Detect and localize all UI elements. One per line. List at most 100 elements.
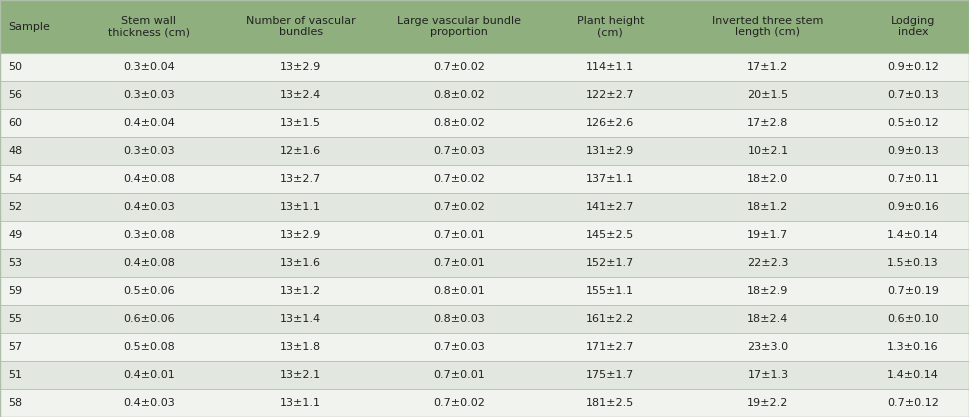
Text: 18±2.4: 18±2.4 (747, 314, 789, 324)
Text: 145±2.5: 145±2.5 (586, 230, 635, 240)
Text: Large vascular bundle
proportion: Large vascular bundle proportion (397, 16, 521, 37)
Text: 0.4±0.08: 0.4±0.08 (123, 258, 174, 268)
Text: 181±2.5: 181±2.5 (586, 398, 635, 408)
Text: 1.3±0.16: 1.3±0.16 (887, 342, 939, 352)
Text: 0.7±0.03: 0.7±0.03 (433, 146, 484, 156)
Text: 0.7±0.02: 0.7±0.02 (433, 398, 484, 408)
Text: 13±2.4: 13±2.4 (280, 90, 322, 100)
Text: 13±1.5: 13±1.5 (280, 118, 321, 128)
Text: 13±1.2: 13±1.2 (280, 286, 321, 296)
Text: 0.7±0.13: 0.7±0.13 (887, 90, 939, 100)
Text: 13±1.1: 13±1.1 (280, 398, 321, 408)
Bar (0, 0, 969, 53)
Text: 13±1.4: 13±1.4 (280, 314, 321, 324)
Text: 161±2.2: 161±2.2 (586, 314, 635, 324)
Bar (0, 249, 969, 277)
Text: 19±1.7: 19±1.7 (747, 230, 789, 240)
Bar (0, 305, 969, 333)
Text: Lodging
index: Lodging index (891, 16, 935, 37)
Text: Stem wall
thickness (cm): Stem wall thickness (cm) (108, 16, 190, 37)
Text: 13±2.1: 13±2.1 (280, 370, 321, 380)
Text: 152±1.7: 152±1.7 (586, 258, 635, 268)
Text: 0.7±0.03: 0.7±0.03 (433, 342, 484, 352)
Bar (0, 277, 969, 305)
Text: 0.7±0.01: 0.7±0.01 (433, 258, 484, 268)
Text: 0.8±0.02: 0.8±0.02 (433, 90, 484, 100)
Text: 0.7±0.01: 0.7±0.01 (433, 370, 484, 380)
Bar (0, 221, 969, 249)
Text: 52: 52 (8, 202, 22, 212)
Text: 0.4±0.01: 0.4±0.01 (123, 370, 174, 380)
Text: 155±1.1: 155±1.1 (586, 286, 635, 296)
Text: 19±2.2: 19±2.2 (747, 398, 789, 408)
Text: 114±1.1: 114±1.1 (586, 62, 635, 72)
Text: 13±2.9: 13±2.9 (280, 62, 322, 72)
Text: Number of vascular
bundles: Number of vascular bundles (246, 16, 356, 37)
Text: 0.5±0.06: 0.5±0.06 (123, 286, 174, 296)
Text: 17±2.8: 17±2.8 (747, 118, 789, 128)
Text: 0.4±0.08: 0.4±0.08 (123, 174, 174, 184)
Text: 141±2.7: 141±2.7 (586, 202, 635, 212)
Text: Inverted three stem
length (cm): Inverted three stem length (cm) (712, 16, 824, 37)
Text: 17±1.3: 17±1.3 (747, 370, 789, 380)
Text: 171±2.7: 171±2.7 (586, 342, 635, 352)
Bar (0, 361, 969, 389)
Text: 23±3.0: 23±3.0 (747, 342, 789, 352)
Bar (0, 333, 969, 361)
Text: 137±1.1: 137±1.1 (586, 174, 635, 184)
Text: 56: 56 (8, 90, 22, 100)
Text: 0.4±0.03: 0.4±0.03 (123, 202, 174, 212)
Bar (0, 109, 969, 137)
Text: 13±1.6: 13±1.6 (280, 258, 321, 268)
Text: 0.8±0.01: 0.8±0.01 (433, 286, 484, 296)
Text: 126±2.6: 126±2.6 (586, 118, 635, 128)
Text: 0.7±0.02: 0.7±0.02 (433, 202, 484, 212)
Text: 0.3±0.08: 0.3±0.08 (123, 230, 174, 240)
Text: 59: 59 (8, 286, 22, 296)
Text: 0.4±0.03: 0.4±0.03 (123, 398, 174, 408)
Text: 1.4±0.14: 1.4±0.14 (887, 370, 939, 380)
Text: 12±1.6: 12±1.6 (280, 146, 321, 156)
Bar (0, 193, 969, 221)
Bar (0, 137, 969, 165)
Text: 13±1.1: 13±1.1 (280, 202, 321, 212)
Text: 0.9±0.13: 0.9±0.13 (887, 146, 939, 156)
Text: 0.6±0.06: 0.6±0.06 (123, 314, 174, 324)
Text: 0.8±0.03: 0.8±0.03 (433, 314, 484, 324)
Text: 57: 57 (8, 342, 22, 352)
Text: 18±2.0: 18±2.0 (747, 174, 789, 184)
Text: 13±2.9: 13±2.9 (280, 230, 322, 240)
Text: 10±2.1: 10±2.1 (747, 146, 789, 156)
Text: 18±2.9: 18±2.9 (747, 286, 789, 296)
Text: 50: 50 (8, 62, 22, 72)
Text: 60: 60 (8, 118, 22, 128)
Text: 0.5±0.08: 0.5±0.08 (123, 342, 174, 352)
Text: 55: 55 (8, 314, 22, 324)
Text: 0.3±0.03: 0.3±0.03 (123, 90, 174, 100)
Text: 0.5±0.12: 0.5±0.12 (887, 118, 939, 128)
Text: 22±2.3: 22±2.3 (747, 258, 789, 268)
Text: 17±1.2: 17±1.2 (747, 62, 789, 72)
Text: 0.7±0.11: 0.7±0.11 (887, 174, 939, 184)
Text: 18±1.2: 18±1.2 (747, 202, 789, 212)
Text: 13±1.8: 13±1.8 (280, 342, 321, 352)
Text: 54: 54 (8, 174, 22, 184)
Text: 175±1.7: 175±1.7 (586, 370, 635, 380)
Text: 0.8±0.02: 0.8±0.02 (433, 118, 484, 128)
Text: 13±2.7: 13±2.7 (280, 174, 322, 184)
Text: 0.7±0.02: 0.7±0.02 (433, 174, 484, 184)
Text: Plant height
(cm): Plant height (cm) (577, 16, 644, 37)
Bar (0, 165, 969, 193)
Bar (0, 81, 969, 109)
Text: 53: 53 (8, 258, 22, 268)
Text: 20±1.5: 20±1.5 (747, 90, 789, 100)
Text: 49: 49 (8, 230, 22, 240)
Text: 58: 58 (8, 398, 22, 408)
Text: 0.6±0.10: 0.6±0.10 (887, 314, 939, 324)
Text: 48: 48 (8, 146, 22, 156)
Text: 1.4±0.14: 1.4±0.14 (887, 230, 939, 240)
Text: 0.3±0.04: 0.3±0.04 (123, 62, 174, 72)
Text: 0.7±0.01: 0.7±0.01 (433, 230, 484, 240)
Text: 51: 51 (8, 370, 22, 380)
Bar (0, 53, 969, 81)
